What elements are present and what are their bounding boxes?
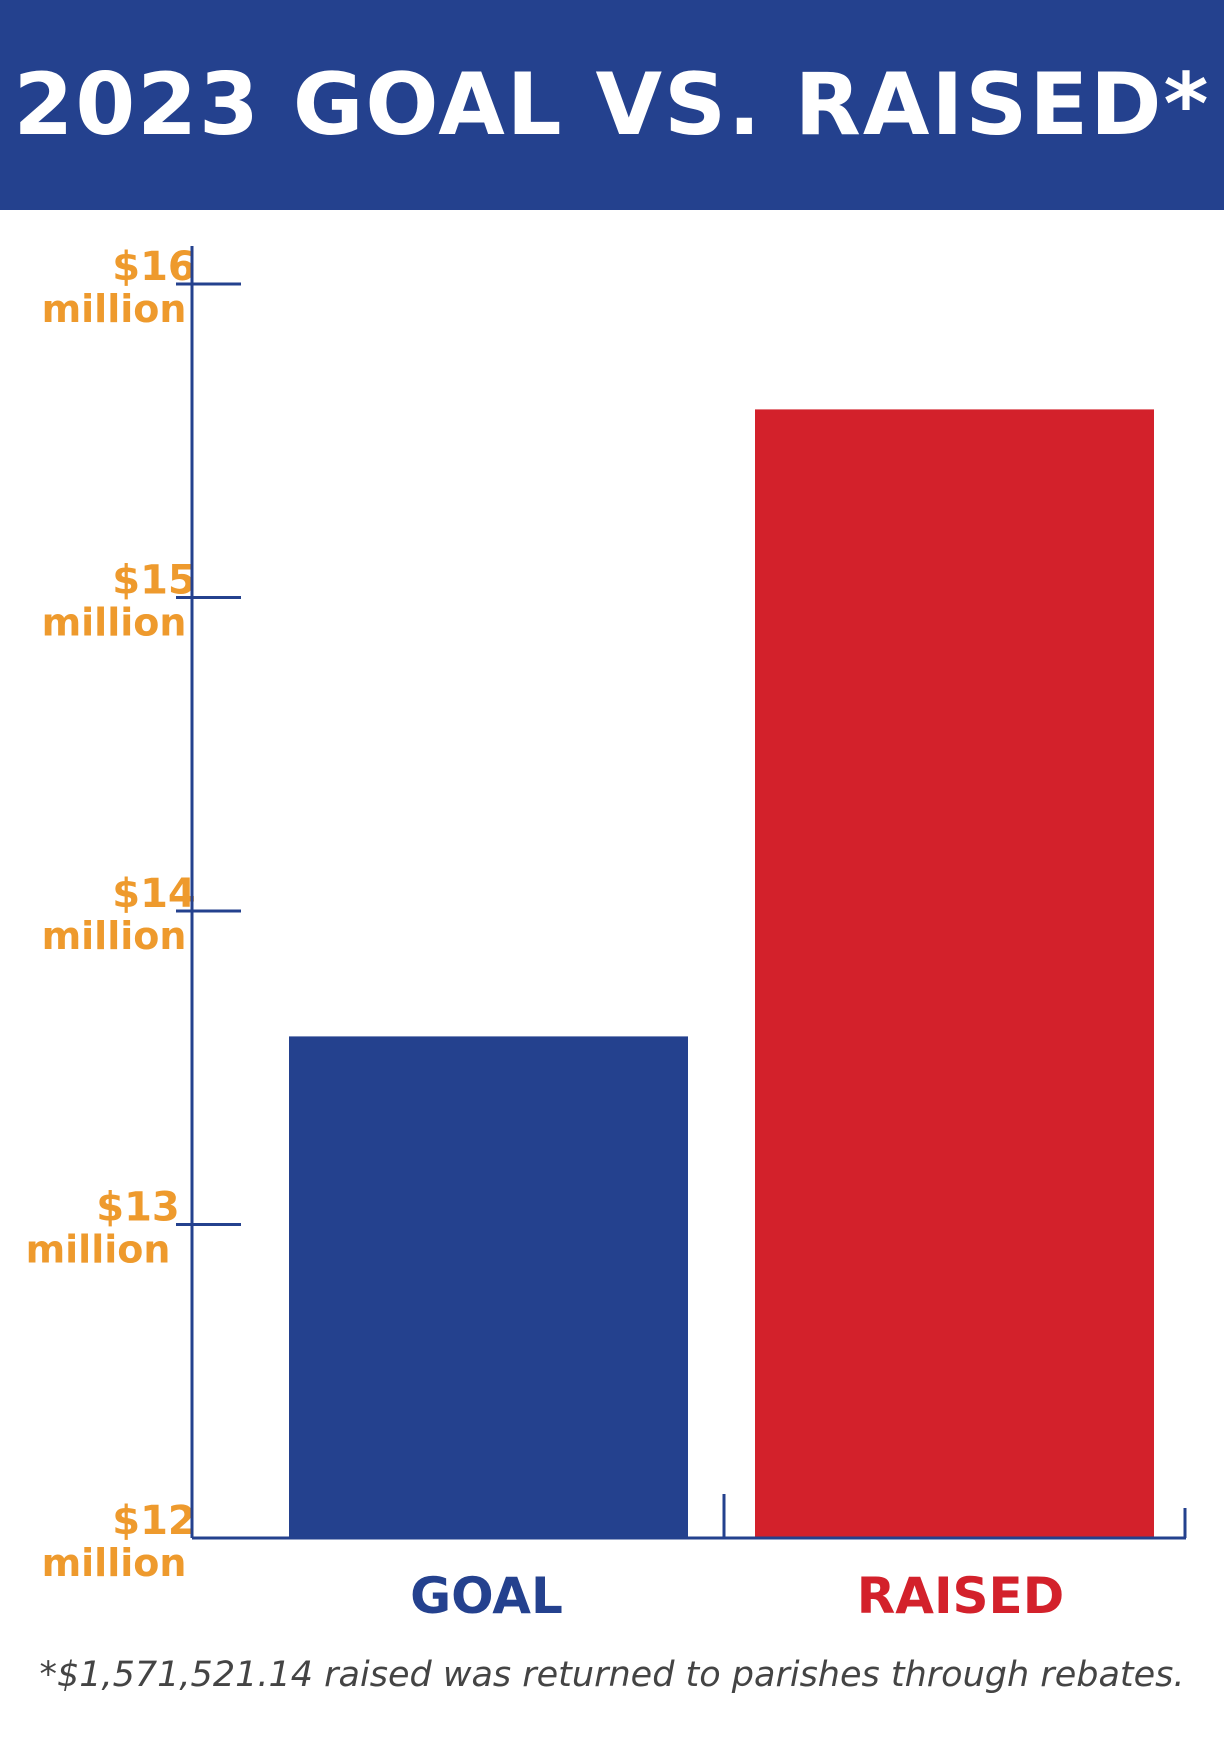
y-tick-label: $12 million <box>42 1498 196 1585</box>
y-axis-ticks: $16 million$15 million$14 million$13 million… <box>26 244 241 1585</box>
y-tick-label: $16 million <box>42 244 196 331</box>
y-tick-label: $15 million <box>42 558 196 645</box>
axes <box>190 246 1187 1540</box>
bar-goal <box>289 1036 688 1538</box>
category-label-raised: RAISED <box>857 1567 1064 1625</box>
bars <box>289 409 1154 1538</box>
y-tick-unit: million <box>42 1541 187 1585</box>
y-tick-label: $13 million <box>26 1185 180 1272</box>
y-tick-amount: $16 <box>112 244 196 290</box>
category-label-goal: GOAL <box>410 1567 563 1625</box>
category-labels: GOAL RAISED <box>410 1567 1064 1625</box>
chart-header: 2023 GOAL VS. RAISED* <box>0 0 1224 210</box>
footnote: *$1,571,521.14 raised was returned to pa… <box>39 1655 1185 1695</box>
y-tick-label: $14 million <box>42 871 196 958</box>
y-tick-unit: million <box>42 914 187 958</box>
y-tick-amount: $13 <box>96 1185 180 1231</box>
y-tick-unit: million <box>42 601 187 645</box>
bar-raised <box>755 409 1154 1538</box>
chart-title: 2023 GOAL VS. RAISED* <box>13 55 1211 155</box>
y-tick-amount: $12 <box>112 1498 196 1544</box>
y-tick-unit: million <box>26 1228 171 1272</box>
y-tick-amount: $14 <box>112 871 196 917</box>
y-tick-unit: million <box>42 287 187 331</box>
y-tick-amount: $15 <box>112 558 196 604</box>
